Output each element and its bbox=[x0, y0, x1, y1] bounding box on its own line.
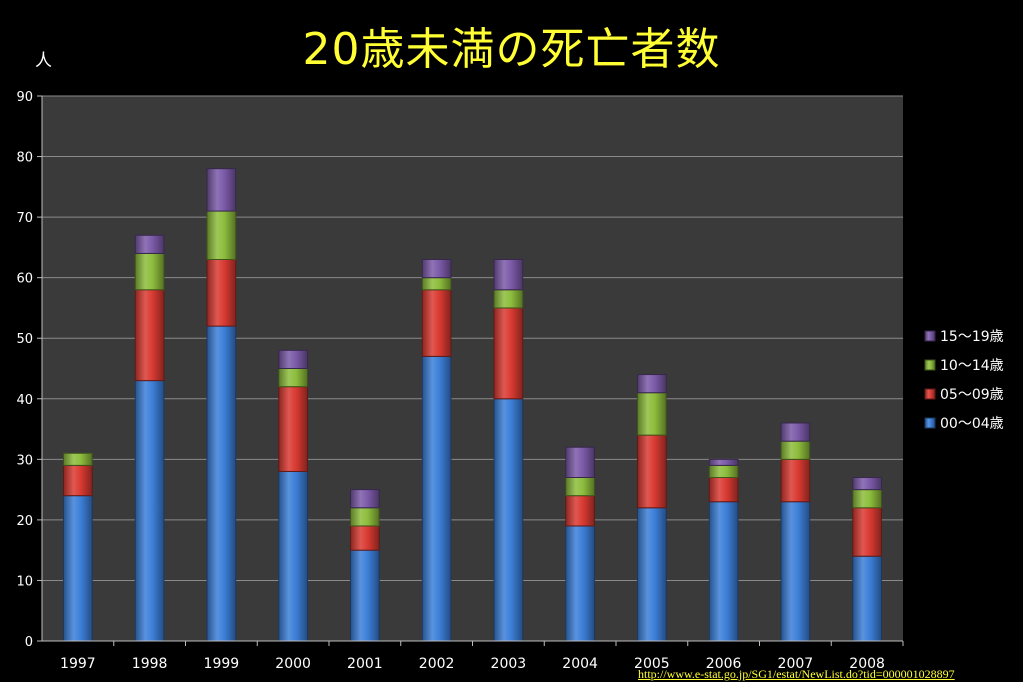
bar-segment bbox=[350, 507, 380, 527]
x-tick-label: 2008 bbox=[849, 656, 885, 672]
x-tick-label: 2001 bbox=[347, 656, 383, 672]
bar-segment bbox=[63, 452, 93, 466]
bar-segment bbox=[493, 398, 524, 642]
bar-segment bbox=[206, 168, 237, 212]
bar-segment bbox=[206, 259, 237, 327]
x-tick-label: 1997 bbox=[60, 656, 96, 672]
bar-segment bbox=[350, 489, 380, 509]
source-link[interactable]: http://www.e-stat.go.jp/SG1/estat/NewLis… bbox=[638, 667, 955, 681]
bar-segment bbox=[206, 325, 237, 642]
bar-segment bbox=[421, 355, 452, 642]
chart-title: 20歳未満の死亡者数 bbox=[302, 24, 721, 75]
bar-segment bbox=[852, 507, 882, 557]
legend-label: 05〜09歳 bbox=[940, 387, 1004, 403]
bar-segment bbox=[421, 277, 452, 291]
bar-segment bbox=[637, 507, 667, 642]
y-tick-label: 50 bbox=[16, 332, 33, 347]
bar-segment bbox=[637, 374, 667, 394]
legend-swatch bbox=[924, 330, 936, 342]
x-tick-label: 2005 bbox=[634, 656, 670, 672]
bar-segment bbox=[421, 289, 452, 357]
x-tick-label: 2003 bbox=[491, 656, 527, 672]
x-tick-label: 2006 bbox=[706, 656, 742, 672]
y-tick-label: 80 bbox=[16, 151, 33, 166]
bar-segment bbox=[134, 289, 165, 382]
legend-label: 00〜04歳 bbox=[940, 416, 1004, 432]
bar-segment bbox=[780, 440, 811, 460]
bar-segment bbox=[708, 477, 739, 503]
bar-segment bbox=[134, 380, 165, 642]
legend-swatch bbox=[924, 359, 936, 371]
bar-segment bbox=[637, 434, 667, 509]
y-tick-label: 70 bbox=[16, 211, 33, 226]
legend-label: 10〜14歳 bbox=[940, 358, 1004, 374]
bar-segment bbox=[780, 422, 811, 442]
legend-swatch bbox=[924, 388, 936, 400]
legend-swatch bbox=[924, 417, 936, 429]
bar-segment bbox=[565, 477, 595, 497]
bar-segment bbox=[350, 525, 380, 551]
bar-segment bbox=[708, 458, 739, 466]
y-tick-label: 0 bbox=[25, 635, 33, 650]
bar-segment bbox=[278, 470, 308, 642]
bar-segment bbox=[350, 549, 380, 642]
bar-segment bbox=[278, 368, 308, 388]
bar-segment bbox=[565, 495, 595, 527]
bar-segment bbox=[63, 495, 93, 642]
bar-segment bbox=[708, 501, 739, 642]
gridlines bbox=[42, 95, 903, 581]
bar-segment bbox=[278, 386, 308, 472]
bar-segment bbox=[780, 501, 811, 642]
y-tick-label: 60 bbox=[16, 272, 33, 287]
x-tick-label: 1999 bbox=[204, 656, 240, 672]
y-tick-label: 90 bbox=[16, 90, 33, 105]
x-tick-label: 2004 bbox=[562, 656, 598, 672]
x-tick-label: 2007 bbox=[778, 656, 814, 672]
y-tick-label: 20 bbox=[16, 514, 33, 529]
bar-segment bbox=[780, 458, 811, 503]
y-tick-label: 40 bbox=[16, 393, 33, 408]
bar-segment bbox=[493, 289, 524, 309]
axes: 0 10 20 30 40 50 60 70 80 90 1997 1998 1999 2000 2001 2… bbox=[16, 90, 904, 672]
x-tick-label: 1998 bbox=[132, 656, 168, 672]
bar-segment bbox=[565, 446, 595, 479]
bar-segment bbox=[637, 392, 667, 436]
bar-segment bbox=[852, 489, 882, 509]
y-axis-unit-label: 人 bbox=[35, 51, 52, 71]
y-tick-label: 30 bbox=[16, 453, 33, 468]
bar-segment bbox=[852, 555, 882, 642]
bar-segment bbox=[493, 307, 524, 400]
bar-segment bbox=[134, 252, 165, 291]
bar-segment bbox=[565, 525, 595, 642]
bar-segment bbox=[493, 259, 524, 291]
bar-segment bbox=[708, 464, 739, 478]
plot-area bbox=[42, 96, 903, 641]
legend: 15〜19歳 10〜14歳 05〜09歳 00〜04歳 bbox=[924, 329, 1004, 432]
bar-segment bbox=[206, 210, 237, 260]
bars bbox=[63, 168, 882, 642]
x-tick-label: 2002 bbox=[419, 656, 455, 672]
x-tick-label: 2000 bbox=[275, 656, 311, 672]
legend-label: 15〜19歳 bbox=[940, 329, 1004, 345]
bar-segment bbox=[278, 349, 308, 370]
y-tick-label: 10 bbox=[16, 574, 33, 589]
bar-segment bbox=[134, 234, 165, 254]
bar-segment bbox=[852, 477, 882, 491]
bar-segment bbox=[421, 259, 452, 279]
bar-segment bbox=[63, 464, 93, 497]
